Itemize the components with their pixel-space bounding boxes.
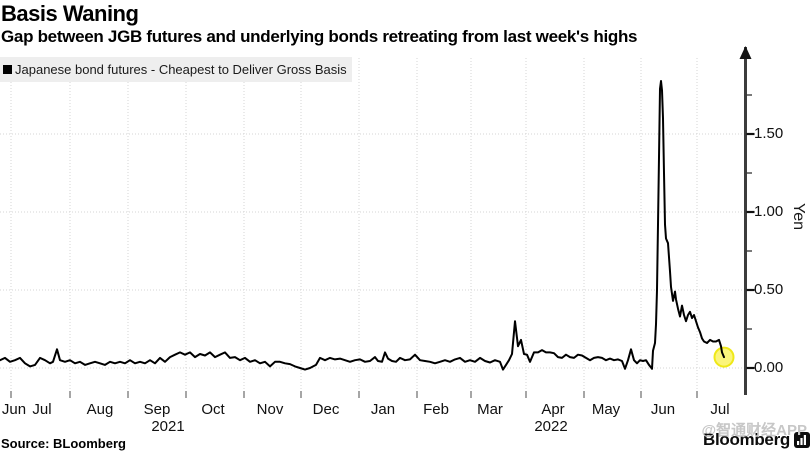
bloomberg-logo-text: Bloomberg (702, 430, 790, 449)
app-watermark: @智通财经APP (701, 422, 807, 439)
x-tick-label: Dec (312, 401, 340, 418)
y-tick-label: 1.50 (754, 125, 784, 142)
bloomberg-logo: Bloomberg (703, 430, 810, 450)
x-tick-label: Jun (650, 401, 676, 418)
chart-legend: Japanese bond futures - Cheapest to Deli… (0, 57, 352, 82)
x-tick-label: Jun (1, 401, 27, 418)
x-tick-label: Jul (710, 401, 730, 418)
x-tick-label: Mar (477, 401, 503, 418)
y-tick-label: 1.00 (754, 203, 784, 220)
x-tick-label: Oct (201, 401, 225, 418)
x-tick-label: Jul (32, 401, 52, 418)
x-year-label: 2021 (151, 418, 185, 435)
bloomberg-terminal-icon (794, 432, 810, 448)
legend-label: Japanese bond futures - Cheapest to Deli… (15, 62, 347, 77)
y-axis-title: Yen (790, 203, 807, 230)
x-tick-label: Jan (370, 401, 396, 418)
x-tick-label: Nov (256, 401, 284, 418)
x-tick-label: May (591, 401, 621, 418)
x-year-label: 2022 (534, 418, 568, 435)
y-tick-label: 0.50 (754, 281, 784, 298)
x-tick-label: Aug (86, 401, 114, 418)
source-credit: Source: BLoomberg (1, 436, 126, 451)
legend-swatch-icon (3, 65, 12, 74)
chart-subtitle: Gap between JGB futures and underlying b… (1, 27, 638, 46)
x-tick-label: Sep (143, 401, 171, 418)
page-title: Basis Waning (1, 1, 139, 26)
x-tick-label: Feb (423, 401, 449, 418)
x-tick-label: Apr (541, 401, 565, 418)
series-line (0, 80, 725, 371)
y-tick-label: 0.00 (754, 359, 784, 376)
